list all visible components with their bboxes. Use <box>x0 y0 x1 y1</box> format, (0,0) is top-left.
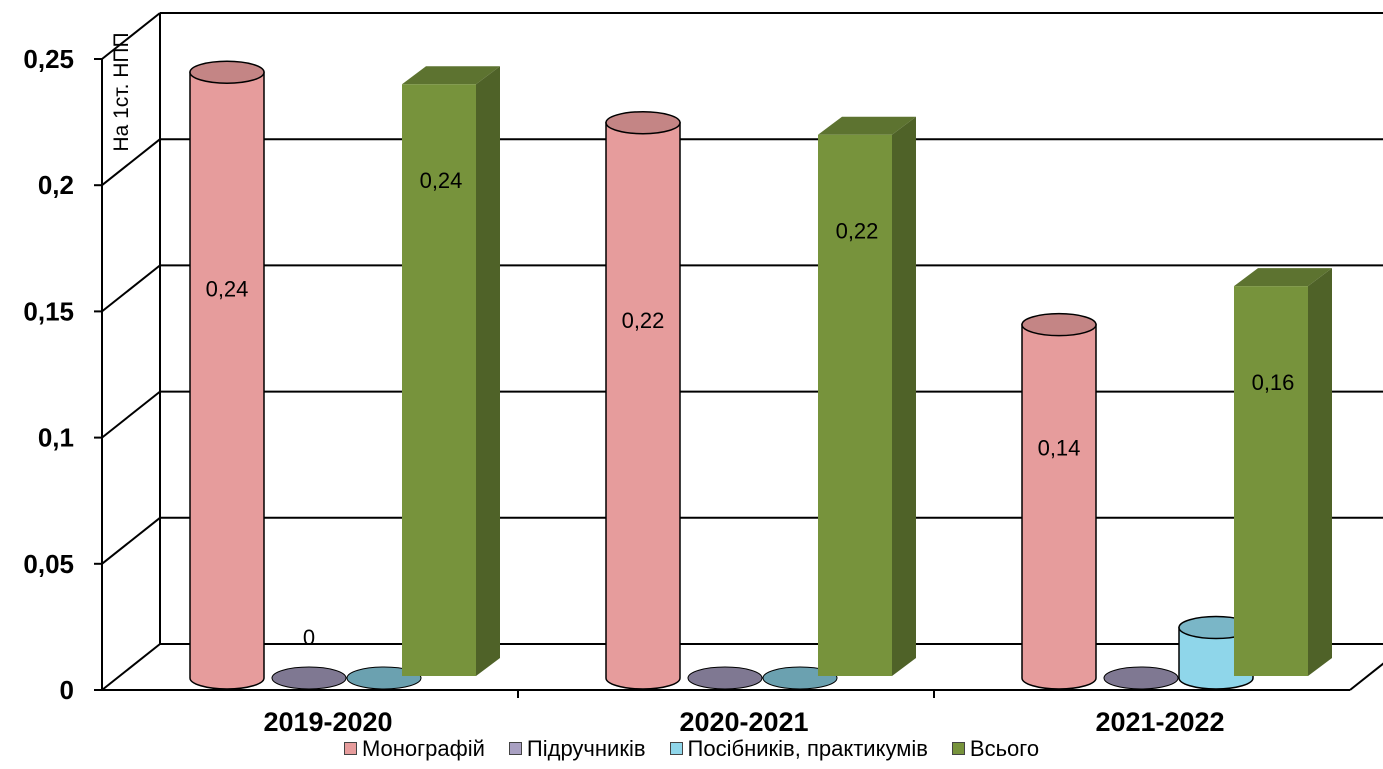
grid-layer <box>101 12 1383 691</box>
gridline-diagonal <box>101 643 161 691</box>
y-tick-label: 0 <box>60 675 74 705</box>
legend-item: Монографій <box>343 736 485 762</box>
bar-1-0 <box>271 666 347 690</box>
legend-label: Посібників, практикумів <box>687 736 928 761</box>
x-axis-right-edge <box>1349 662 1383 691</box>
legend-label: Підручників <box>526 736 646 761</box>
chart-svg: 0 0,05 0,1 0,15 0,2 0,25 На 1ст. НПП 2019-2020 2… <box>23 12 1383 737</box>
data-label: 0,14 <box>1038 435 1081 460</box>
bar-side-3-1 <box>892 116 916 677</box>
bar-top-0-2 <box>1021 312 1097 337</box>
bar-1-1 <box>687 666 763 690</box>
data-label: 0,24 <box>420 168 463 193</box>
y-axis-label: На 1ст. НПП <box>110 32 133 151</box>
legend: Монографій Підручників Посібників, практик… <box>0 736 1383 762</box>
bar-top-0-1 <box>605 110 681 135</box>
axis-layer: 0 0,05 0,1 0,15 0,2 0,25 На 1ст. НПП 2019-2020 2… <box>23 32 1383 737</box>
bar-layer <box>189 60 1332 690</box>
bar-top-3-0 <box>402 66 500 85</box>
legend-item: Всього <box>951 736 1040 762</box>
x-tick-label: 2020-2021 <box>679 707 808 736</box>
data-label: 0,16 <box>1252 370 1295 395</box>
bar-1-2 <box>1103 666 1179 690</box>
data-label: 0,24 <box>206 276 249 301</box>
y-tick-label: 0,15 <box>23 296 74 326</box>
legend-swatch <box>508 742 522 755</box>
bar-side-3-2 <box>1308 268 1332 676</box>
x-tick-label: 2019-2020 <box>263 707 392 736</box>
bar-3-1 <box>818 134 892 677</box>
y-tick-label: 0,05 <box>23 549 74 579</box>
y-tick-label: 0,2 <box>38 170 74 200</box>
x-tick-label: 2021-2022 <box>1095 707 1224 736</box>
bar-top-3-2 <box>1234 268 1332 287</box>
gridline-diagonal <box>101 517 161 565</box>
data-label: 0,22 <box>836 219 879 244</box>
bar-0-2 <box>1021 323 1097 690</box>
gridline-diagonal <box>101 390 161 439</box>
legend-swatch <box>951 742 965 755</box>
bar-3-0 <box>402 84 476 677</box>
data-label: 0 <box>303 625 315 650</box>
bar-0-1 <box>605 121 681 690</box>
legend-label: Монографій <box>361 736 485 761</box>
bar-3-2 <box>1234 286 1308 676</box>
bar-0-0 <box>189 71 265 690</box>
legend-label: Всього <box>969 736 1040 761</box>
y-tick-label: 0,25 <box>23 44 74 74</box>
label-layer: 0,24 0 0,24 0,22 0,22 0,14 0,16 <box>206 168 1295 650</box>
gridline-diagonal <box>101 264 161 313</box>
gridline-diagonal <box>101 138 161 186</box>
gridline-diagonal <box>101 12 161 60</box>
data-label: 0,22 <box>622 308 665 333</box>
bar-top-3-1 <box>818 116 916 135</box>
legend-swatch <box>343 742 357 755</box>
bar-top-0-0 <box>189 60 265 84</box>
y-tick-label: 0,1 <box>38 423 74 453</box>
legend-item: Посібників, практикумів <box>669 736 928 762</box>
legend-item: Підручників <box>508 736 646 762</box>
legend-swatch <box>669 742 683 755</box>
bar-side-3-0 <box>476 66 500 677</box>
